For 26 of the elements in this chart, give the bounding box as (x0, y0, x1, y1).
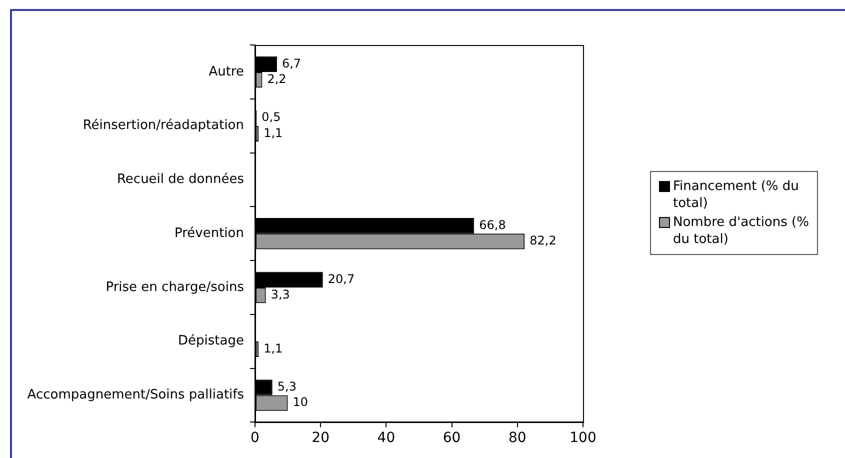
data-label: 82,2 (530, 234, 556, 248)
data-label: 10 (292, 395, 308, 410)
y-tick-label: Dépistage (178, 334, 244, 349)
legend-label: Nombre d'actions (% du total) (673, 214, 810, 248)
y-tick-label: Accompagnement/Soins palliatifs (27, 388, 244, 403)
data-label: 2,2 (267, 72, 286, 86)
x-tick-label: 100 (570, 430, 596, 446)
y-tick-label: Prévention (174, 226, 244, 241)
legend-label: Financement (% du total) (673, 178, 800, 212)
x-tick-label: 0 (250, 430, 260, 446)
y-tick-label: Autre (208, 64, 244, 80)
x-tick-label: 40 (377, 430, 396, 446)
data-label: 6,7 (282, 56, 302, 70)
y-tick-label: Prise en charge/soins (106, 280, 244, 295)
data-label: 66,8 (479, 218, 506, 232)
x-tick-label: 60 (442, 430, 461, 446)
y-tick-label: Recueil de données (116, 172, 244, 188)
data-label: 3,3 (270, 287, 290, 302)
data-label: 0,5 (262, 110, 281, 124)
data-label: 1,1 (264, 126, 283, 140)
data-label: 20,7 (328, 272, 355, 286)
data-label: 1,1 (264, 341, 283, 356)
y-tick-label: Réinsertion/réadaptation (82, 118, 244, 134)
x-tick-label: 80 (508, 430, 526, 446)
data-label: 5,3 (277, 380, 296, 394)
x-tick-label: 20 (312, 430, 330, 446)
